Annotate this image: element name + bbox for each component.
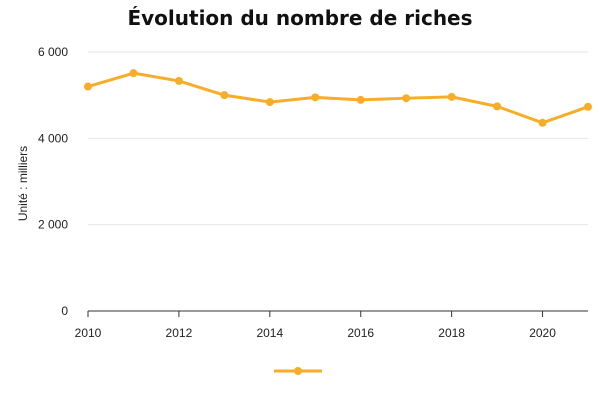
- data-point-2013: [220, 91, 229, 100]
- data-point-2017: [402, 94, 411, 103]
- data-point-2016: [356, 95, 365, 104]
- y-tick-label-3: 6 000: [38, 45, 68, 59]
- data-point-2014: [265, 98, 274, 107]
- x-tick-label-4: 2018: [438, 326, 465, 340]
- x-tick-label-3: 2016: [347, 326, 374, 340]
- data-point-2011: [129, 69, 138, 78]
- series-layer: [84, 69, 592, 127]
- legend-swatch-marker: [294, 367, 302, 375]
- y-axis-title: Unité : milliers: [16, 146, 30, 221]
- y-tick-label-2: 4 000: [38, 131, 68, 145]
- data-point-2010: [84, 82, 92, 91]
- data-point-2015: [311, 93, 320, 102]
- data-point-2012: [174, 76, 183, 85]
- axes: 0 2 000 4 000 6 000 2010 2012 2014 2016 2018 2020…: [16, 45, 588, 340]
- data-point-2018: [447, 92, 456, 101]
- x-tick-label-2: 2014: [256, 326, 283, 340]
- x-tick-label-1: 2012: [166, 326, 193, 340]
- data-point-2019: [493, 102, 502, 111]
- data-point-2021: [584, 102, 592, 111]
- chart-title: Évolution du nombre de riches: [127, 6, 473, 30]
- legend: [274, 367, 322, 375]
- y-tick-label-1: 2 000: [38, 218, 68, 232]
- y-tick-label-0: 0: [61, 304, 68, 318]
- data-point-2020: [538, 118, 547, 127]
- x-tick-label-5: 2020: [529, 326, 556, 340]
- grid-lines: [88, 51, 588, 226]
- series-line-0: [86, 71, 590, 125]
- x-tick-label-0: 2010: [75, 326, 102, 340]
